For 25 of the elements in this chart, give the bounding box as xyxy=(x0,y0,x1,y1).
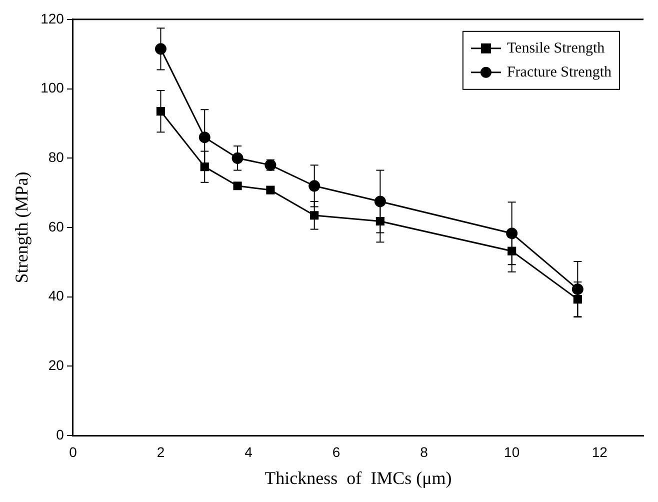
y-tick-label: 60 xyxy=(48,218,64,234)
point xyxy=(232,152,244,164)
x-axis-title: Thickness of IMCs (μm) xyxy=(264,468,452,488)
y-tick-label: 100 xyxy=(40,80,64,96)
legend-label: Tensile Strength xyxy=(506,40,606,56)
y-tick-label: 20 xyxy=(48,357,64,374)
point xyxy=(572,283,584,295)
point xyxy=(233,182,242,190)
y-tick-label: 40 xyxy=(48,288,64,304)
x-tick-label: 12 xyxy=(592,444,608,460)
x-tick-label: 10 xyxy=(504,444,520,460)
point xyxy=(266,186,275,194)
y-tick-label: 80 xyxy=(48,148,64,165)
x-tick-label: 8 xyxy=(420,444,428,460)
x-tick-label: 2 xyxy=(156,444,165,460)
point xyxy=(308,180,320,192)
y-axis-title: Strength (MPa) xyxy=(12,172,32,284)
point xyxy=(198,132,210,144)
legend-label: Fracture Strength xyxy=(506,64,612,80)
point xyxy=(154,43,166,55)
y-tick-label: 120 xyxy=(40,10,64,26)
x-tick-label: 4 xyxy=(244,444,253,460)
x-tick-label: 0 xyxy=(69,444,78,460)
y-tick-label: 0 xyxy=(56,426,64,442)
x-tick-label: 6 xyxy=(332,444,340,460)
